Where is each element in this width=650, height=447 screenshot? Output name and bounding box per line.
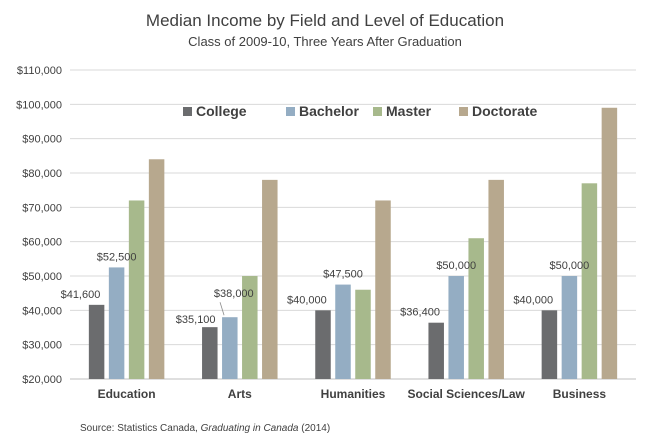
data-label: $40,000 (513, 294, 553, 306)
bar-bachelor (448, 276, 464, 379)
legend-label-master: Master (386, 103, 432, 119)
legend-swatch-doctorate (459, 107, 468, 116)
y-tick-label: $90,000 (22, 134, 62, 146)
legend-label-doctorate: Doctorate (472, 103, 538, 119)
y-tick-label: $40,000 (22, 305, 62, 317)
bars (88, 107, 618, 380)
data-label: $41,600 (61, 289, 101, 301)
bar-master (128, 200, 145, 379)
bar-bachelor (335, 284, 351, 379)
y-tick-label: $100,000 (16, 99, 62, 111)
source-note: Source: Statistics Canada, Graduating in… (80, 423, 330, 434)
category-label: Arts (228, 387, 252, 401)
source-title: Graduating in Canada (201, 423, 299, 434)
y-axis-ticks: $20,000 $30,000 $40,000 $50,000 $60,000 $70,0… (16, 65, 62, 386)
chart-subtitle: Class of 2009-10, Three Years After Grad… (188, 34, 462, 49)
y-tick-label: $50,000 (22, 271, 62, 283)
data-label: $50,000 (436, 260, 476, 272)
y-tick-label: $60,000 (22, 237, 62, 249)
bar-bachelor (108, 267, 125, 379)
data-label: $35,100 (176, 314, 216, 326)
chart-title: Median Income by Field and Level of Educ… (146, 11, 504, 30)
bar-college (315, 310, 331, 379)
y-tick-label: $80,000 (22, 168, 62, 180)
legend-swatch-college (183, 107, 192, 116)
category-label: Social Sciences/Law (407, 387, 525, 401)
leader-line (219, 302, 225, 316)
bar-college (428, 322, 444, 379)
data-label: $52,500 (97, 251, 137, 263)
legend-label-bachelor: Bachelor (299, 103, 359, 119)
source-prefix: Source: Statistics Canada, (80, 423, 201, 434)
legend-label-college: College (196, 103, 247, 119)
data-label: $50,000 (550, 260, 590, 272)
bar-bachelor (222, 317, 238, 379)
bar-master (355, 289, 371, 379)
legend-swatch-master (373, 107, 382, 116)
y-tick-label: $20,000 (22, 374, 62, 386)
data-label: $47,500 (323, 269, 363, 281)
bar-doctorate (375, 200, 391, 379)
bar-master (468, 238, 484, 379)
y-tick-label: $70,000 (22, 202, 62, 214)
legend: College Bachelor Master Doctorate (183, 103, 538, 119)
bar-bachelor (561, 276, 578, 379)
category-label: Education (98, 387, 156, 401)
x-axis-labels: Education Arts Humanities Social Sciences/L… (98, 387, 607, 401)
data-label: $40,000 (287, 294, 327, 306)
legend-swatch-bachelor (286, 107, 295, 116)
data-labels: $41,600 $52,500 $35,100 $38,000 $40,000 $47,5… (61, 251, 590, 326)
data-label: $36,400 (400, 307, 440, 319)
bar-college (88, 304, 105, 379)
bar-master (581, 183, 598, 379)
source-suffix: (2014) (298, 423, 330, 434)
bar-doctorate (148, 159, 165, 379)
bar-master (242, 276, 258, 379)
category-label: Humanities (321, 387, 386, 401)
bar-doctorate (262, 179, 278, 379)
y-tick-label: $110,000 (17, 65, 62, 77)
y-tick-label: $30,000 (22, 340, 62, 352)
bar-college (541, 310, 558, 379)
data-label: $38,000 (214, 288, 254, 300)
bar-doctorate (601, 107, 618, 380)
bar-doctorate (488, 179, 504, 379)
category-label: Business (553, 387, 607, 401)
bar-college (202, 327, 218, 379)
